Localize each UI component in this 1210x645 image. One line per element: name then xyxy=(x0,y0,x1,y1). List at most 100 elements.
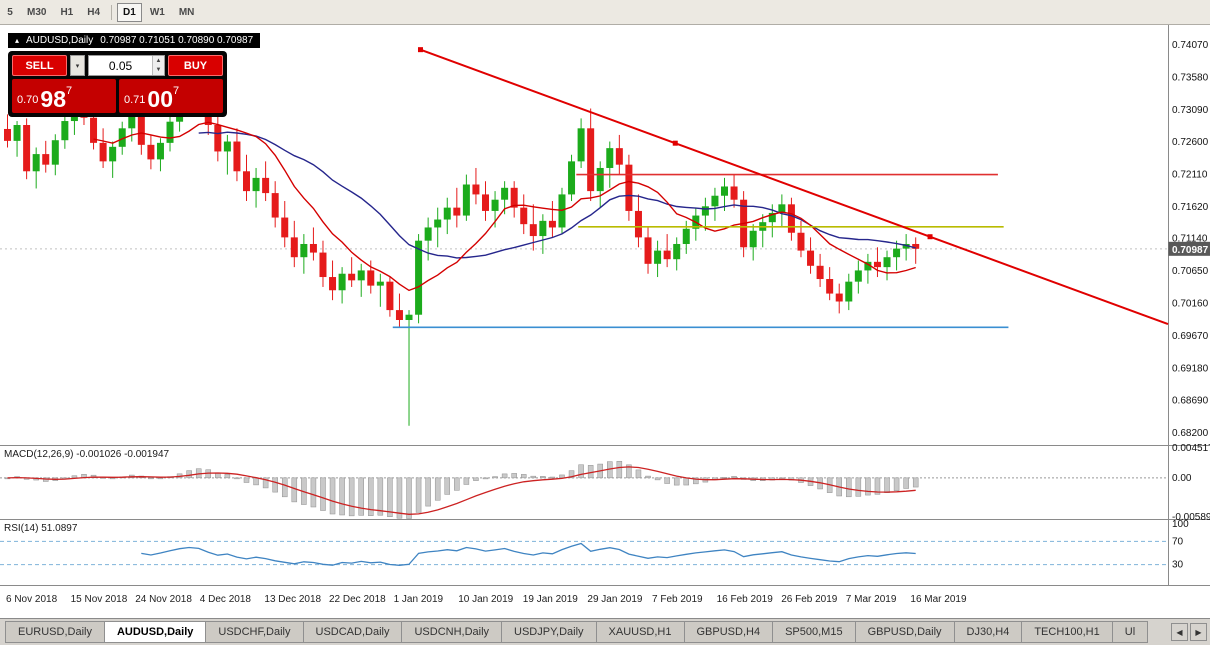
timeframe-button-h1[interactable]: H1 xyxy=(60,6,74,18)
tab-gbpusd-h4[interactable]: GBPUSD,H4 xyxy=(684,621,774,643)
chart-symbol-label: AUDUSD,Daily xyxy=(26,35,94,46)
volume-dropdown-button[interactable]: ▾ xyxy=(70,55,85,76)
buy-button[interactable]: BUY xyxy=(168,55,223,76)
tab-sp500-m15[interactable]: SP500,M15 xyxy=(773,621,856,643)
date-label: 7 Mar 2019 xyxy=(845,594,897,605)
volume-step-down-icon[interactable]: ▼ xyxy=(153,65,164,75)
tab-usdchf-daily[interactable]: USDCHF,Daily xyxy=(206,621,304,643)
trendline-handle xyxy=(417,47,423,53)
date-label: 16 Mar 2019 xyxy=(910,594,967,605)
chart-ohlc-values: 0.70987 0.71051 0.70890 0.70987 xyxy=(100,35,254,46)
date-label: 7 Feb 2019 xyxy=(652,594,703,605)
rsi-axis-label: 70 xyxy=(1172,536,1184,547)
price-axis-label: 0.69670 xyxy=(1172,331,1209,342)
rsi-axis-label: 100 xyxy=(1172,519,1189,530)
date-label: 10 Jan 2019 xyxy=(458,594,514,605)
price-axis-label: 0.73580 xyxy=(1172,72,1209,83)
volume-stepper: ▲ ▼ xyxy=(152,56,164,75)
chart-tab-bar: EURUSD,Daily AUDUSD,Daily USDCHF,Daily USDC… xyxy=(0,618,1210,645)
date-label: 24 Nov 2018 xyxy=(135,594,192,605)
price-axis-label: 0.70160 xyxy=(1172,298,1209,309)
price-axis-label: 0.72600 xyxy=(1172,137,1209,148)
timeframe-button-m30[interactable]: M30 xyxy=(27,6,47,18)
tab-audusd-daily[interactable]: AUDUSD,Daily xyxy=(104,621,207,643)
price-chart-canvas[interactable]: 0.74070 0.73580 0.73090 0.72600 0.72110 0.716… xyxy=(0,25,1210,586)
macd-axis-label: 0.004517 xyxy=(1172,443,1210,454)
timeframe-button-5[interactable]: 5 xyxy=(7,6,13,18)
chart-tabs: EURUSD,Daily AUDUSD,Daily USDCHF,Daily USDC… xyxy=(5,621,1166,645)
price-axis-label: 0.70650 xyxy=(1172,266,1209,277)
volume-input[interactable] xyxy=(89,56,164,75)
buy-price-sup: 7 xyxy=(173,85,180,97)
date-label: 19 Jan 2019 xyxy=(522,594,578,605)
ma-fast-line xyxy=(93,121,916,292)
macd-axis-label: 0.00 xyxy=(1172,473,1192,484)
trendline[interactable] xyxy=(417,47,1169,326)
sell-price-prefix: 0.70 xyxy=(17,94,39,106)
toolbar-separator xyxy=(111,4,113,20)
chart-symbol-strip: ▴ AUDUSD,Daily 0.70987 0.71051 0.70890 0… xyxy=(8,33,261,48)
tab-usdcnh-daily[interactable]: USDCNH,Daily xyxy=(402,621,503,643)
macd-indicator xyxy=(0,460,1168,519)
tab-eurusd-daily[interactable]: EURUSD,Daily xyxy=(5,621,105,643)
date-label: 26 Feb 2019 xyxy=(781,594,838,605)
price-axis-label: 0.74070 xyxy=(1172,40,1209,51)
date-label: 22 Dec 2018 xyxy=(329,594,386,605)
ma-slow-line xyxy=(198,131,916,259)
panel-separators xyxy=(0,25,1210,586)
price-axis-label: 0.72110 xyxy=(1172,170,1208,181)
tab-usdjpy-daily[interactable]: USDJPY,Daily xyxy=(502,621,597,643)
timeframe-toolbar: 5 M30 H1 H4 D1 W1 MN xyxy=(0,0,1210,25)
sell-price-sup: 7 xyxy=(66,85,73,97)
sell-price-display[interactable]: 0.70 98 7 xyxy=(12,79,116,113)
date-label: 16 Feb 2019 xyxy=(716,594,773,605)
one-click-trade-panel: SELL ▾ ▲ ▼ BUY 0.70 98 7 0.7 xyxy=(8,51,227,117)
price-axis-label: 0.68200 xyxy=(1172,428,1209,439)
candlesticks xyxy=(4,75,920,426)
date-label: 1 Jan 2019 xyxy=(393,594,444,605)
date-label: 15 Nov 2018 xyxy=(70,594,128,605)
macd-axis[interactable]: 0.004517 0.00 -0.005899 xyxy=(1172,443,1210,523)
rsi-indicator xyxy=(0,540,1168,566)
timeframe-button-d1[interactable]: D1 xyxy=(117,2,142,22)
chart-area[interactable]: 0.74070 0.73580 0.73090 0.72600 0.72110 0.716… xyxy=(0,25,1210,618)
date-label: 4 Dec 2018 xyxy=(199,594,251,605)
sell-button[interactable]: SELL xyxy=(12,55,67,76)
price-axis-label: 0.71140 xyxy=(1172,234,1208,245)
timeframe-button-h4[interactable]: H4 xyxy=(87,6,101,18)
rsi-indicator-label: RSI(14) 51.0897 xyxy=(4,523,78,534)
date-axis[interactable]: 6 Nov 2018 15 Nov 2018 24 Nov 2018 4 Dec 20… xyxy=(0,586,1168,618)
macd-indicator-label: MACD(12,26,9) -0.001026 -0.001947 xyxy=(4,449,170,460)
tab-scroll-right-icon[interactable]: ▶ xyxy=(1190,623,1207,641)
current-price-badge: 0.70987 xyxy=(1168,241,1210,256)
timeframe-button-w1[interactable]: W1 xyxy=(149,6,165,18)
tab-xauusd-h1[interactable]: XAUUSD,H1 xyxy=(596,621,685,643)
sell-price-big: 98 xyxy=(40,86,67,113)
timeframe-button-mn[interactable]: MN xyxy=(178,6,195,18)
rsi-axis-label: 30 xyxy=(1172,560,1184,571)
price-axis-label: 0.69180 xyxy=(1172,363,1209,374)
tab-scroll-buttons: ◀ ▶ xyxy=(1171,623,1207,641)
volume-field-wrap: ▲ ▼ xyxy=(88,55,165,76)
rsi-axis[interactable]: 100 70 30 xyxy=(1172,519,1189,571)
price-axis[interactable]: 0.74070 0.73580 0.73090 0.72600 0.72110 0.716… xyxy=(1172,40,1209,439)
collapse-arrow-icon[interactable]: ▴ xyxy=(15,36,20,45)
tab-ul[interactable]: Ul xyxy=(1112,621,1149,643)
buy-price-display[interactable]: 0.71 00 7 xyxy=(119,79,223,113)
volume-step-up-icon[interactable]: ▲ xyxy=(153,56,164,66)
macd-axis-label: -0.005899 xyxy=(1172,512,1210,523)
date-label: 29 Jan 2019 xyxy=(587,594,643,605)
price-axis-label: 0.73090 xyxy=(1172,105,1209,116)
price-axis-label: 0.71620 xyxy=(1172,202,1209,213)
tab-gbpusd-daily[interactable]: GBPUSD,Daily xyxy=(855,621,955,643)
buy-price-big: 00 xyxy=(147,86,174,113)
buy-price-prefix: 0.71 xyxy=(124,94,146,106)
trendline-handle xyxy=(672,140,678,146)
svg-text:0.70987: 0.70987 xyxy=(1172,245,1209,256)
date-label: 6 Nov 2018 xyxy=(6,594,58,605)
tab-tech100-h1[interactable]: TECH100,H1 xyxy=(1022,621,1113,643)
tab-scroll-left-icon[interactable]: ◀ xyxy=(1171,623,1188,641)
tab-usdcad-daily[interactable]: USDCAD,Daily xyxy=(303,621,403,643)
tab-dj30-h4[interactable]: DJ30,H4 xyxy=(954,621,1023,643)
